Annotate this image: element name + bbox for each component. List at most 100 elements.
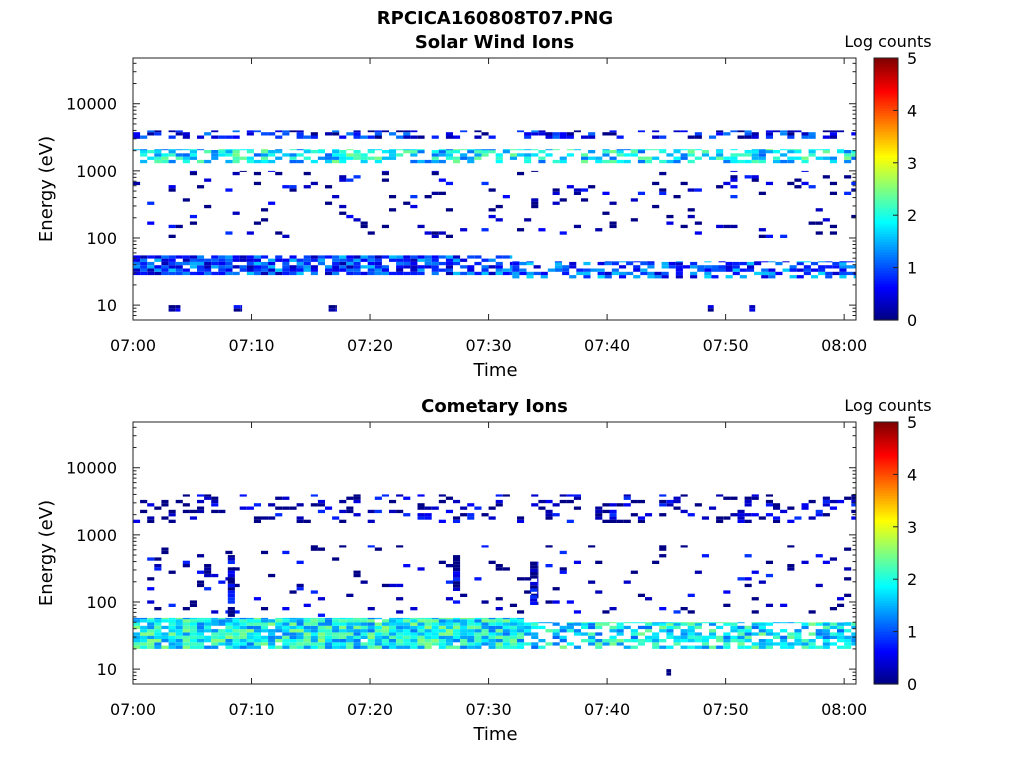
colorbar-segment	[874, 291, 898, 295]
heatmap-cell	[353, 632, 361, 636]
heatmap-cell	[519, 268, 527, 272]
heatmap-cell	[453, 584, 461, 588]
heatmap-cell	[211, 130, 219, 133]
heatmap-cell	[509, 642, 517, 646]
heatmap-cell	[261, 622, 269, 626]
heatmap-cell	[609, 519, 617, 523]
heatmap-cell	[554, 265, 562, 269]
colorbar-segment	[874, 312, 898, 316]
heatmap-cell	[367, 545, 375, 548]
heatmap-cell	[360, 265, 368, 269]
heatmap-cell	[680, 181, 688, 186]
heatmap-cell	[332, 645, 340, 649]
heatmap-cell	[310, 629, 318, 633]
heatmap-cell	[488, 632, 496, 636]
heatmap-cell	[630, 198, 638, 202]
heatmap-cell	[687, 632, 695, 636]
heatmap-cell	[801, 642, 809, 646]
heatmap-cell	[602, 610, 610, 614]
heatmap-cell	[211, 153, 219, 157]
colorbar-segment	[874, 529, 898, 533]
heatmap-cell	[175, 149, 183, 151]
heatmap-cell	[825, 261, 833, 263]
heatmap-cell	[652, 645, 660, 649]
heatmap-cell	[367, 156, 375, 160]
heatmap-cell	[275, 622, 283, 626]
heatmap-cell	[531, 645, 539, 649]
heatmap-cell	[268, 619, 276, 623]
heatmap-cell	[751, 178, 759, 182]
colorbar-segment	[874, 293, 898, 298]
heatmap-cell	[737, 513, 745, 517]
heatmap-cell	[787, 506, 795, 510]
heatmap-cell	[822, 130, 830, 133]
heatmap-cell	[588, 642, 596, 646]
heatmap-cell	[431, 156, 439, 160]
heatmap-cell	[218, 629, 226, 633]
heatmap-cell	[453, 561, 461, 565]
heatmap-cell	[630, 218, 638, 222]
heatmap-cell	[275, 135, 283, 139]
heatmap-cell	[417, 224, 425, 229]
colorbar-segment	[874, 435, 898, 439]
heatmap-cell	[417, 513, 425, 517]
colorbar-segment	[874, 432, 898, 436]
heatmap-cell	[616, 159, 624, 164]
heatmap-cell	[310, 181, 318, 186]
heatmap-cell	[787, 545, 795, 548]
heatmap-cell	[673, 625, 681, 630]
heatmap-cell	[851, 181, 856, 186]
heatmap-cell	[381, 156, 389, 160]
heatmap-cell	[353, 570, 361, 574]
heatmap-cell	[758, 622, 766, 626]
heatmap-cell	[182, 629, 190, 633]
heatmap-cell	[182, 635, 190, 639]
heatmap-cell	[796, 268, 804, 272]
heatmap-cell	[531, 153, 539, 157]
heatmap-cell	[524, 622, 532, 626]
heatmap-cell	[225, 159, 233, 164]
heatmap-cell	[225, 619, 233, 623]
heatmap-cell	[381, 265, 389, 269]
heatmap-cell	[453, 635, 461, 639]
colorbar-segment	[874, 427, 898, 431]
heatmap-cell	[789, 265, 797, 269]
x-tick-label: 07:40	[584, 700, 630, 719]
heatmap-cell	[680, 632, 688, 636]
heatmap-cell	[168, 603, 176, 607]
heatmap-cell	[495, 255, 503, 259]
heatmap-cell	[431, 135, 439, 139]
heatmap-cell	[488, 271, 496, 276]
colorbar-segment	[874, 581, 898, 586]
heatmap-cell	[512, 261, 520, 263]
heatmap-cell	[666, 629, 674, 633]
heatmap-cell	[538, 130, 546, 133]
heatmap-cell	[424, 632, 432, 636]
heatmap-cell	[389, 208, 397, 212]
heatmap-cell	[296, 645, 304, 649]
colorbar-segment	[874, 162, 898, 167]
heatmap-cell	[417, 567, 425, 571]
heatmap-cell	[182, 509, 190, 514]
heatmap-cell	[403, 635, 411, 639]
heatmap-cell	[225, 622, 233, 626]
heatmap-cell	[147, 617, 155, 620]
heatmap-cell	[697, 265, 705, 269]
heatmap-cell	[310, 625, 318, 630]
colorbar-segment	[874, 285, 898, 290]
heatmap-cell	[445, 580, 453, 584]
heatmap-cell	[537, 561, 539, 563]
heatmap-cell	[147, 516, 155, 520]
figure-title: RPCICA160808T07.PNG	[377, 8, 613, 29]
heatmap-cell	[353, 635, 361, 639]
heatmap-cell	[389, 635, 397, 639]
heatmap-cell	[616, 519, 624, 523]
heatmap-cell	[481, 228, 489, 232]
heatmap-cell	[633, 268, 641, 272]
colorbar-segment	[874, 110, 898, 114]
heatmap-cell	[310, 642, 318, 646]
heatmap-cell	[197, 258, 205, 262]
heatmap-cell	[445, 271, 453, 276]
heatmap-cell	[573, 224, 581, 229]
colorbar-segment	[874, 304, 898, 308]
